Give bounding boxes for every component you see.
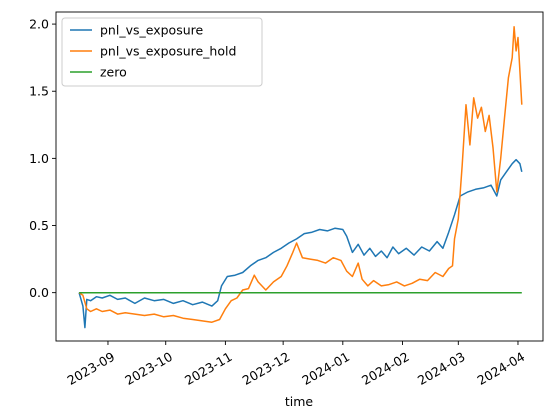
x-tick-label: 2023-10 xyxy=(122,349,175,388)
legend-label: pnl_vs_exposure_hold xyxy=(100,44,236,59)
legend-label: zero xyxy=(100,65,127,80)
x-tick-label: 2023-11 xyxy=(182,349,235,388)
series-line-pnl-vs-exposure-hold xyxy=(78,26,523,323)
axes-frame xyxy=(55,11,544,342)
x-tick-label: 2023-12 xyxy=(240,349,293,388)
x-tick-label: 2024-04 xyxy=(475,349,528,388)
x-tick-label: 2023-09 xyxy=(65,349,118,388)
y-tick-label: 1.0 xyxy=(29,151,49,166)
x-tick-label: 2024-03 xyxy=(415,349,468,388)
x-axis-title: time xyxy=(285,394,314,409)
y-tick-label: 2.0 xyxy=(29,17,49,32)
plot-area xyxy=(78,26,523,329)
x-tick-label: 2024-02 xyxy=(359,349,412,388)
x-tick-label: 2024-01 xyxy=(299,349,352,388)
y-axis: 0.0 0.5 1.0 1.5 2.0 xyxy=(29,17,56,300)
legend-label: pnl_vs_exposure xyxy=(100,23,203,38)
y-tick-label: 1.5 xyxy=(29,84,49,99)
legend-box xyxy=(61,17,263,87)
y-tick-label: 0.0 xyxy=(29,285,49,300)
y-tick-label: 0.5 xyxy=(29,218,49,233)
x-axis: 2023-09 2023-10 2023-11 2023-12 2024-01 2024-… xyxy=(65,341,528,388)
series-line-pnl-vs-exposure xyxy=(78,158,523,329)
